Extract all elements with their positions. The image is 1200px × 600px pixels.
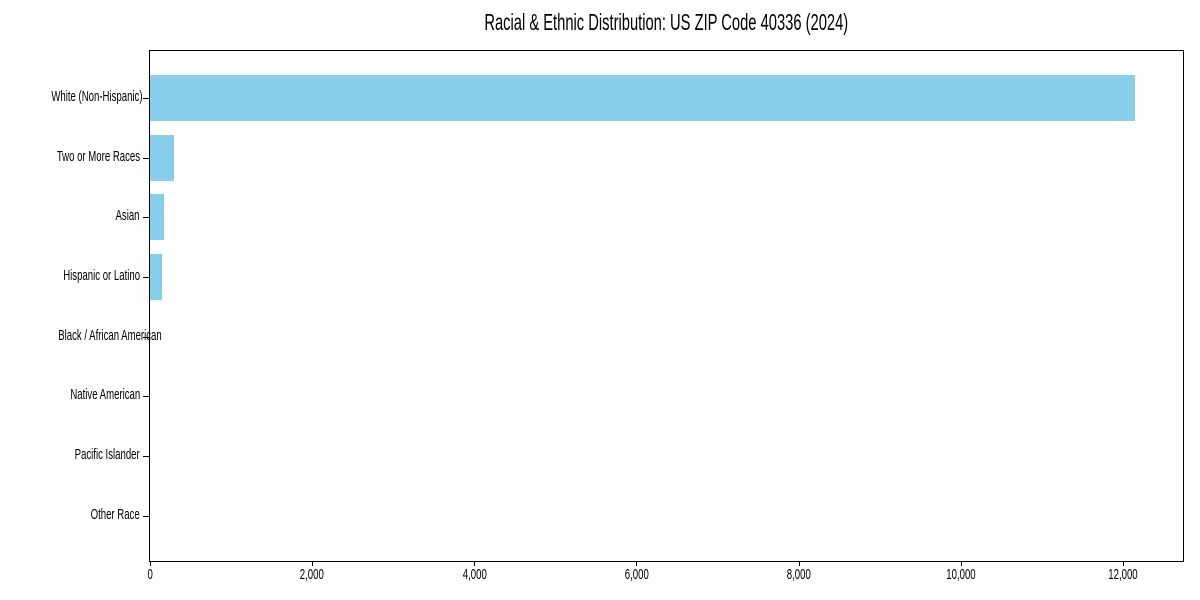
y-tick-label: Pacific Islander xyxy=(0,446,140,464)
chart-title: Racial & Ethnic Distribution: US ZIP Cod… xyxy=(149,8,1184,36)
y-tick xyxy=(143,336,149,338)
x-tick-label-text: 6,000 xyxy=(624,566,649,583)
y-tick-label-text: Hispanic or Latino xyxy=(63,267,140,284)
x-tick xyxy=(474,561,476,566)
y-tick-label: Other Race xyxy=(0,506,140,524)
y-tick xyxy=(143,98,149,99)
x-tick-label-text: 0 xyxy=(147,566,153,583)
y-tick xyxy=(143,217,149,219)
chart-title-text: Racial & Ethnic Distribution: US ZIP Cod… xyxy=(484,9,849,35)
x-tick xyxy=(312,561,314,566)
x-tick xyxy=(150,561,151,566)
x-tick-label: 6,000 xyxy=(566,566,706,584)
y-tick-label-text: Pacific Islander xyxy=(74,446,140,464)
y-tick xyxy=(143,157,149,159)
x-tick xyxy=(960,561,962,566)
y-tick-label-text: Black / African American xyxy=(58,326,162,344)
x-tick-label: 4,000 xyxy=(404,566,544,584)
x-tick-label: 2,000 xyxy=(242,566,382,584)
bar xyxy=(150,75,1136,121)
y-tick xyxy=(143,277,149,278)
x-tick-label-text: 2,000 xyxy=(300,566,325,583)
y-tick-label-text: Other Race xyxy=(90,505,140,523)
y-tick xyxy=(143,456,149,458)
y-tick-label: Black / African American xyxy=(0,327,162,345)
y-tick-label-text: Asian xyxy=(115,207,140,225)
x-tick xyxy=(1122,561,1124,566)
bar xyxy=(150,134,174,181)
bar xyxy=(150,254,163,300)
x-tick-label: 8,000 xyxy=(729,566,869,584)
x-tick-label-text: 4,000 xyxy=(462,566,487,583)
y-tick-label-text: White (Non-Hispanic) xyxy=(51,88,143,105)
y-tick-label: Two or More Races xyxy=(0,148,140,166)
x-tick-label: 12,000 xyxy=(1053,566,1193,584)
x-tick-label: 0 xyxy=(80,566,220,584)
x-tick xyxy=(798,561,800,566)
y-tick-label: Asian xyxy=(0,207,140,225)
x-tick-label-text: 8,000 xyxy=(786,566,811,583)
x-tick-label-text: 12,000 xyxy=(1108,566,1138,583)
y-tick xyxy=(143,515,149,517)
y-tick xyxy=(143,396,149,398)
y-tick-label: Native American xyxy=(0,386,140,404)
plot-area xyxy=(143,50,1184,566)
x-tick-label-text: 10,000 xyxy=(946,566,976,583)
x-tick-label: 10,000 xyxy=(891,566,1031,584)
x-tick xyxy=(636,561,638,566)
y-tick-label: White (Non-Hispanic) xyxy=(0,88,143,106)
y-tick-label: Hispanic or Latino xyxy=(0,267,140,285)
y-tick-label-text: Two or More Races xyxy=(56,147,140,165)
bar xyxy=(150,194,164,241)
y-tick-label-text: Native American xyxy=(70,386,140,404)
